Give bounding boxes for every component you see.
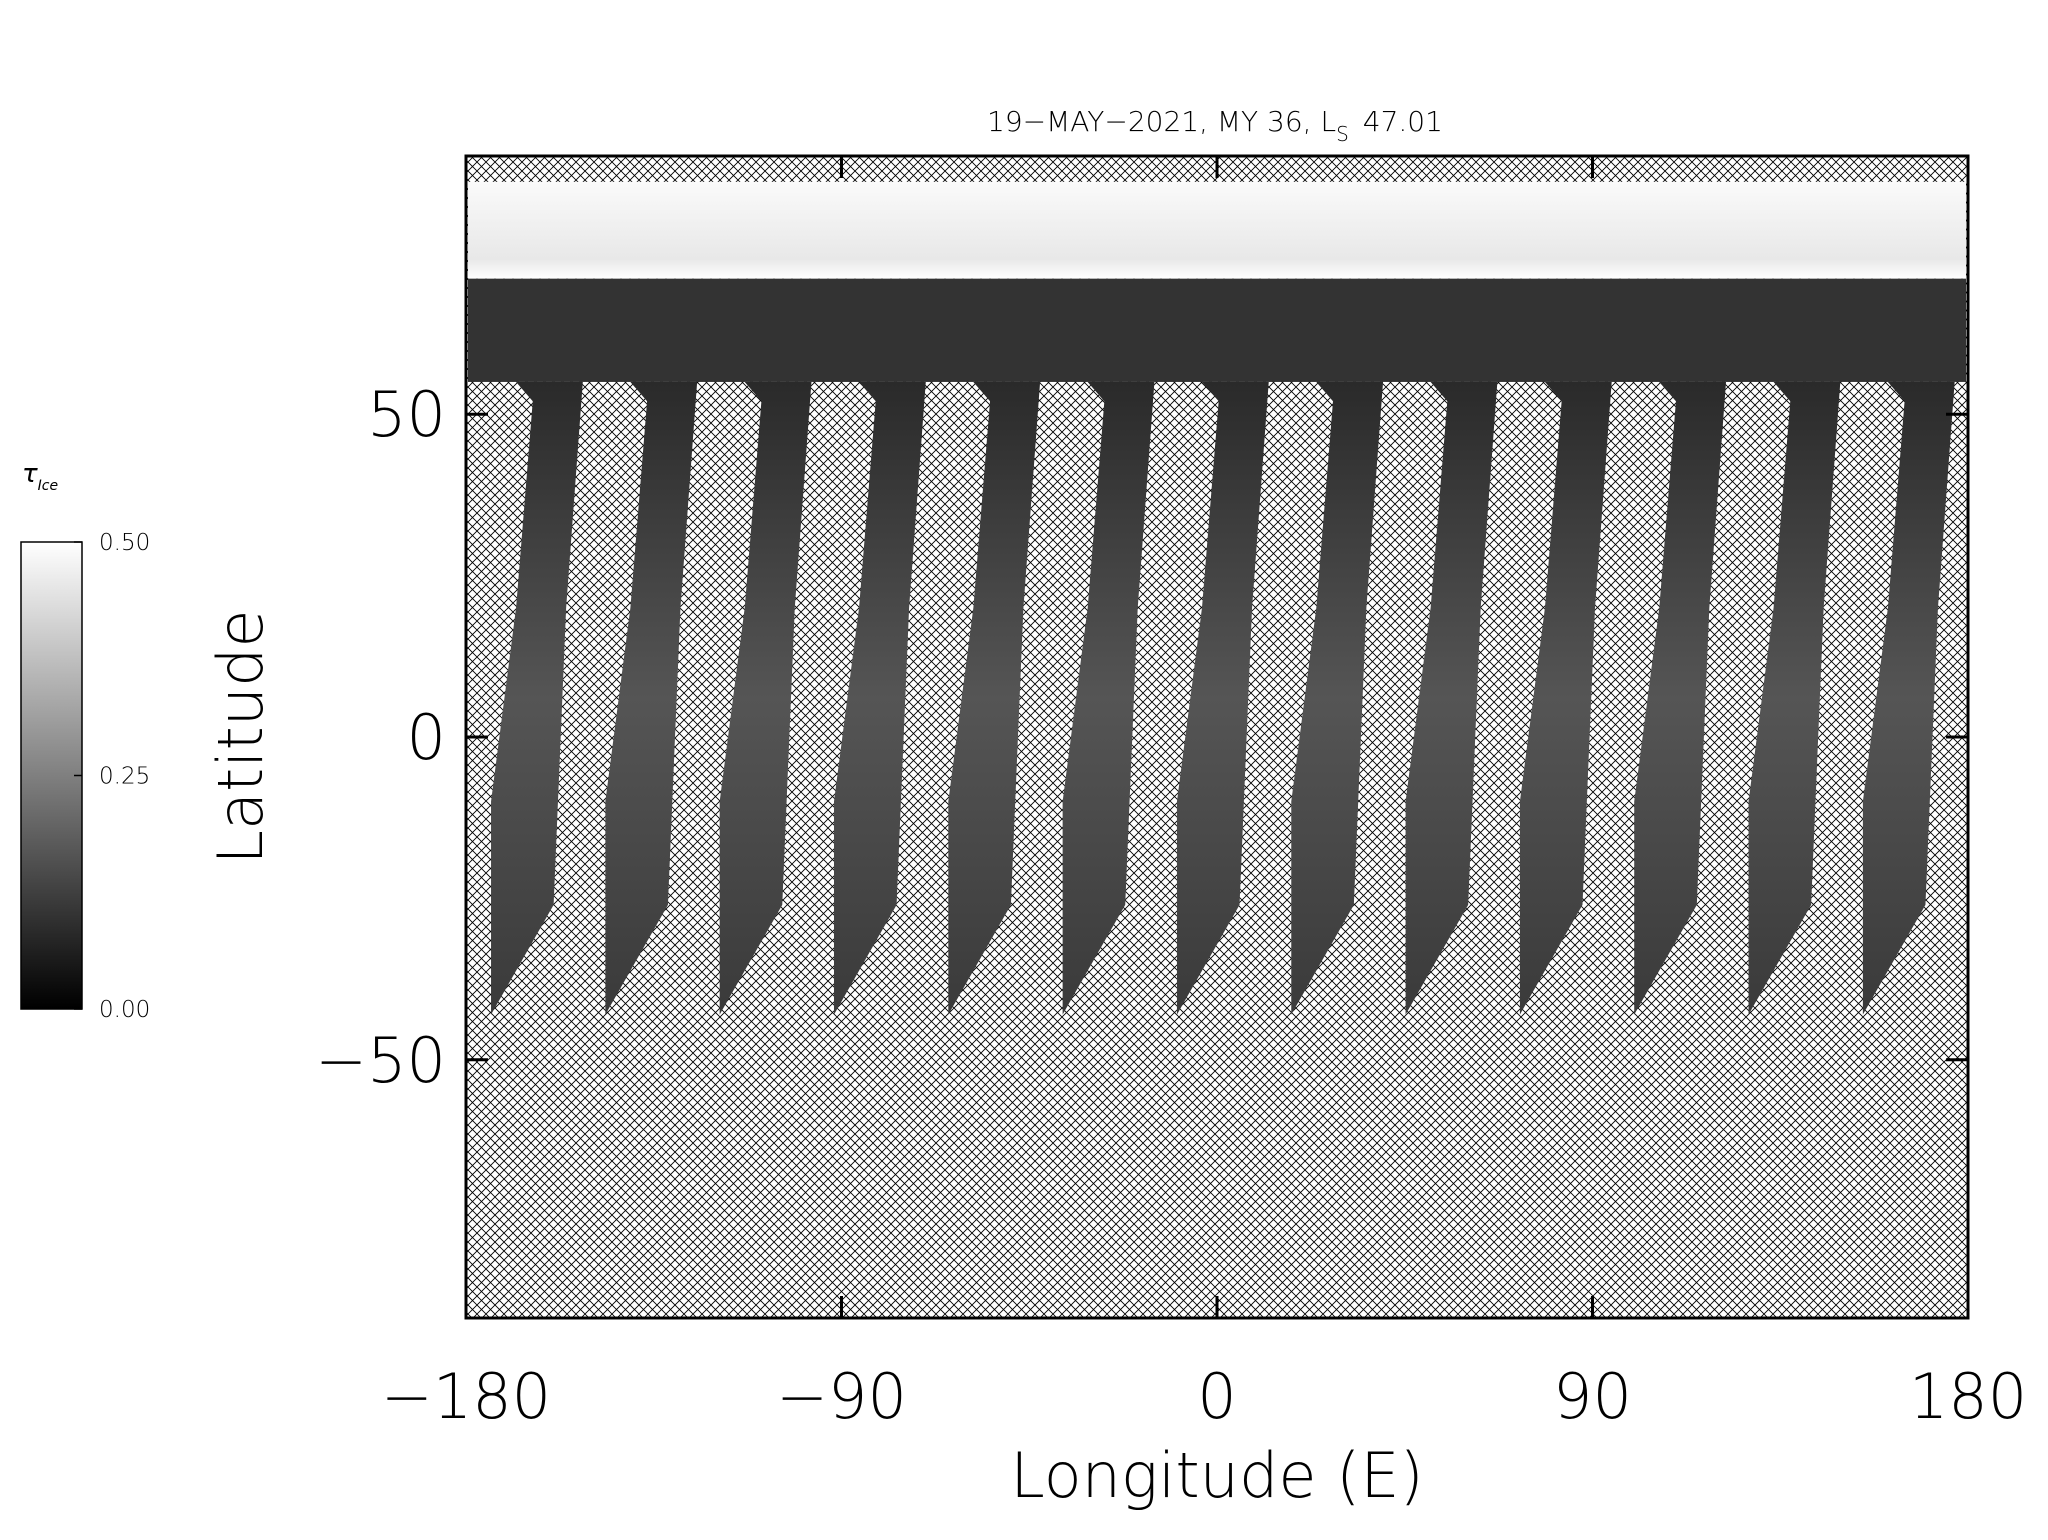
colorbar: [20, 541, 83, 1010]
x-tick-label: 180: [1909, 1360, 2027, 1433]
chart-title: 19−MAY−2021, MY 36, LS 47.01: [987, 105, 1443, 146]
plot-area: [464, 154, 1970, 1320]
imagery-swath: [491, 381, 583, 1015]
imagery-swath: [1405, 381, 1498, 1015]
colorbar-tick-label: 0.50: [99, 530, 150, 556]
imagery-swath: [1062, 381, 1155, 1015]
imagery-swath: [948, 381, 1041, 1015]
colorbar-tick-label: 0.00: [99, 997, 150, 1023]
x-axis-label: Longitude (E): [1010, 1439, 1423, 1512]
imagery-swath: [1634, 381, 1727, 1015]
imagery-swath: [1748, 381, 1841, 1015]
northern-swath-band: [468, 278, 1966, 382]
colorbar-tick-label: 0.25: [99, 764, 150, 790]
y-axis-label: Latitude: [204, 609, 277, 864]
x-tick-label: −180: [381, 1360, 551, 1433]
polar-cap: [468, 181, 1966, 279]
colorbar-label: τIce: [22, 459, 58, 494]
imagery-swath: [1862, 381, 1955, 1015]
colorbar-subscript: Ice: [38, 478, 58, 494]
imagery-swath: [1176, 381, 1269, 1015]
imagery-swath: [719, 381, 812, 1015]
colorbar-symbol: τ: [22, 459, 38, 489]
title-main: 19−MAY−2021, MY 36, L: [987, 105, 1336, 138]
title-subscript: S: [1336, 122, 1349, 146]
x-tick-label: 0: [1197, 1360, 1236, 1433]
imagery-swath: [833, 381, 926, 1015]
imagery-swath: [1519, 381, 1612, 1015]
imagery-swath: [1291, 381, 1384, 1015]
y-tick-label: 0: [407, 701, 446, 774]
imagery-swath: [605, 381, 698, 1015]
x-tick-label: 90: [1553, 1360, 1632, 1433]
title-suffix: 47.01: [1363, 105, 1443, 138]
x-tick-label: −90: [776, 1360, 907, 1433]
y-tick-label: 50: [367, 378, 446, 451]
y-tick-label: −50: [315, 1024, 446, 1097]
